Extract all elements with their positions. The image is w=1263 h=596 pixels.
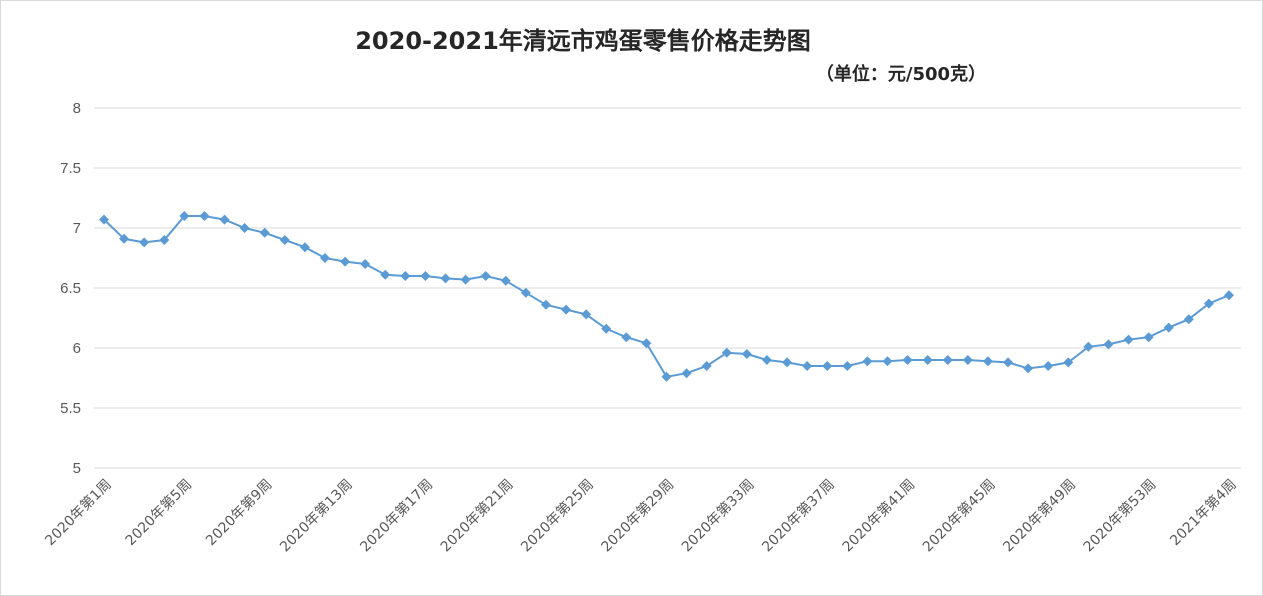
data-point-marker (882, 356, 893, 367)
data-point-marker (199, 211, 210, 221)
data-point-marker (681, 368, 692, 379)
data-point-marker (340, 256, 351, 267)
x-tick-label: 2020年第49周 (1000, 476, 1080, 556)
x-tick-label: 2020年第29周 (598, 476, 678, 556)
chart-title: 2020-2021年清远市鸡蛋零售价格走势图 (355, 27, 811, 55)
data-point-marker (179, 211, 190, 221)
data-point-marker (380, 269, 391, 280)
data-point-marker (540, 299, 551, 310)
data-point-marker (601, 323, 612, 334)
data-point-marker (741, 349, 752, 359)
data-point-marker (1143, 332, 1154, 343)
data-point-marker (561, 304, 572, 315)
data-point-marker (982, 356, 993, 367)
data-point-marker (1103, 339, 1114, 350)
data-point-marker (621, 332, 632, 343)
data-point-marker (962, 355, 973, 365)
x-tick-label: 2020年第53周 (1080, 476, 1160, 556)
x-tick-label: 2020年第37周 (759, 476, 839, 556)
x-tick-label: 2020年第13周 (276, 476, 356, 556)
x-tick-label: 2020年第17周 (357, 476, 437, 556)
data-point-marker (360, 259, 371, 269)
data-point-marker (139, 237, 150, 248)
data-point-marker (239, 223, 250, 233)
gridlines (94, 107, 1241, 469)
data-point-marker (1123, 334, 1134, 345)
data-point-marker (641, 338, 652, 349)
data-point-marker (802, 361, 813, 371)
data-point-marker (701, 361, 712, 371)
data-point-marker (440, 273, 451, 284)
data-point-marker (99, 214, 109, 225)
data-point-marker (942, 355, 953, 365)
data-point-marker (520, 287, 531, 298)
data-point-marker (400, 271, 411, 281)
x-tick-label: 2020年第45周 (919, 476, 999, 556)
y-axis-ticks: 5 5.5 6 6.5 7 7.5 8 (60, 100, 81, 477)
x-tick-label: 2020年第5周 (122, 476, 195, 549)
x-tick-label: 2020年第41周 (839, 476, 919, 556)
data-point-marker (1224, 290, 1234, 301)
data-point-marker (1163, 322, 1174, 333)
x-tick-label: 2020年第33周 (678, 476, 758, 556)
x-tick-label: 2020年第1周 (42, 476, 115, 549)
x-axis-ticks: 2020年第1周 2020年第5周 2020年第9周 2020年第13周 2020年第1… (42, 476, 1240, 556)
data-point-marker (480, 271, 491, 281)
y-tick-label: 7.5 (60, 160, 81, 177)
series-line (103, 215, 1230, 378)
data-point-marker (1183, 314, 1194, 325)
data-point-marker (299, 242, 310, 253)
x-tick-label: 2020年第21周 (437, 476, 517, 556)
data-point-marker (159, 235, 170, 245)
y-tick-label: 6.5 (60, 280, 81, 297)
x-tick-label: 2020年第25周 (517, 476, 597, 556)
data-point-marker (119, 233, 130, 244)
data-point-marker (460, 274, 471, 285)
data-point-marker (1083, 341, 1094, 352)
data-point-marker (862, 356, 873, 367)
x-tick-label: 2020年第9周 (202, 476, 275, 549)
y-tick-label: 6 (73, 340, 81, 357)
data-point-marker (922, 355, 933, 365)
data-point-marker (1063, 357, 1074, 368)
data-point-marker (721, 347, 732, 358)
data-point-marker (902, 355, 913, 365)
data-point-marker (219, 214, 230, 225)
series-markers (99, 211, 1234, 382)
y-tick-label: 5.5 (60, 400, 81, 417)
data-point-marker (319, 253, 330, 263)
x-tick-label: 2021年第4周 (1167, 476, 1240, 549)
data-point-marker (500, 275, 511, 286)
data-point-marker (420, 271, 431, 281)
data-point-marker (259, 227, 270, 238)
data-point-marker (842, 361, 853, 371)
y-tick-label: 7 (73, 220, 81, 237)
data-point-marker (1003, 357, 1014, 368)
data-point-marker (761, 355, 772, 365)
data-point-marker (1043, 361, 1054, 371)
data-point-marker (1023, 363, 1034, 374)
data-point-marker (1203, 298, 1214, 309)
y-tick-label: 5 (73, 460, 81, 477)
y-tick-label: 8 (73, 100, 81, 117)
chart-subtitle: （单位：元/500克） (816, 63, 986, 85)
data-point-marker (782, 357, 793, 368)
data-point-marker (822, 361, 833, 371)
data-point-marker (661, 371, 672, 382)
data-point-marker (279, 235, 290, 245)
data-point-marker (581, 309, 592, 320)
